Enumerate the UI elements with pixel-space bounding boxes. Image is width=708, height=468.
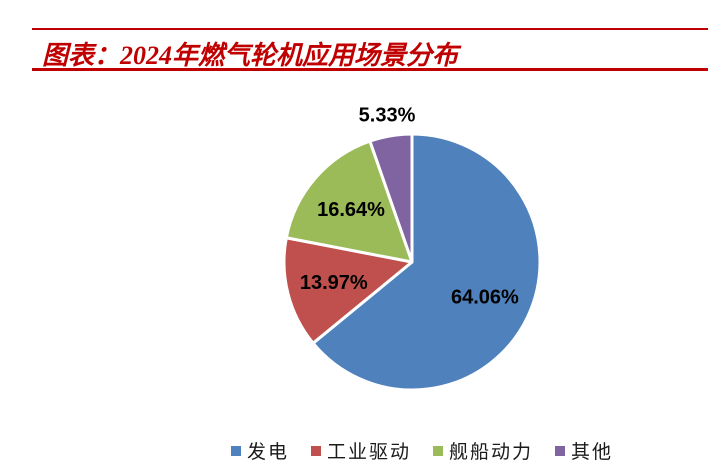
- chart-title: 图表：2024年燃气轮机应用场景分布: [42, 41, 459, 70]
- pie-label-power-generation: 64.06%: [451, 287, 519, 309]
- pie-label-other: 5.33%: [359, 104, 416, 126]
- pie-slice-other: [368, 132, 414, 264]
- legend-item-industrial-drive: 工业驱动: [310, 437, 411, 464]
- legend-label-power-generation: 发电: [246, 442, 289, 463]
- legend-swatch-industrial-drive: [310, 445, 321, 456]
- legend-swatch-power-generation: [230, 445, 241, 456]
- legend-item-marine-propulsion: 舰船动力: [433, 437, 533, 464]
- pie-label-industrial-drive: 13.97%: [300, 272, 368, 294]
- legend-label-industrial-drive: 工业驱动: [326, 442, 411, 463]
- legend-item-other: 其他: [555, 437, 613, 464]
- legend-swatch-other: [555, 445, 566, 456]
- pie-slice-industrial-drive: [282, 236, 414, 345]
- header-rule-bottom: [32, 68, 708, 71]
- legend-label-other: 其他: [571, 442, 614, 463]
- legend: 发电 工业驱动 舰船动力 其他: [0, 437, 708, 464]
- header-rule-top: [32, 28, 708, 30]
- pie-slice-marine-propulsion: [284, 139, 414, 264]
- legend-label-marine-propulsion: 舰船动力: [449, 442, 534, 463]
- legend-swatch-marine-propulsion: [433, 445, 443, 456]
- pie-slice-power-generation: [311, 132, 542, 392]
- legend-item-power-generation: 发电: [230, 437, 289, 464]
- pie-label-marine-propulsion: 16.64%: [317, 199, 385, 221]
